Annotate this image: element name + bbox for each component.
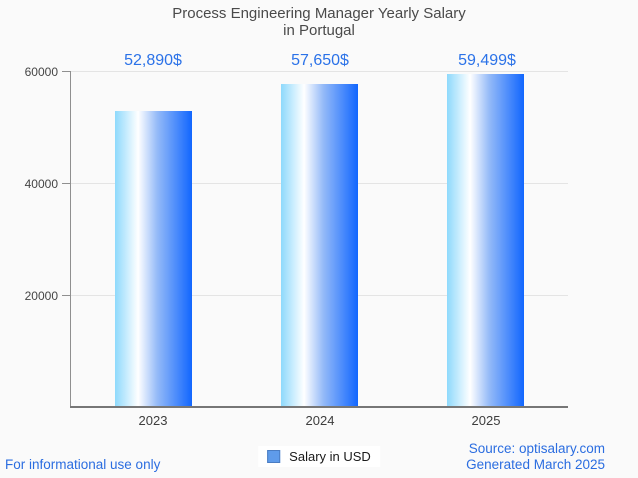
value-label-2023: 52,890$	[124, 52, 182, 69]
bar-2024[interactable]	[281, 84, 358, 407]
disclaimer-text: For informational use only	[5, 457, 161, 472]
xtick-label-2023: 2023	[138, 413, 168, 428]
chart-title: Process Engineering Manager Yearly Salar…	[0, 5, 638, 39]
value-label-2024: 57,650$	[291, 52, 349, 69]
ytick-label-40000: 40000	[24, 177, 58, 191]
legend-swatch-icon	[267, 450, 281, 463]
ytick-mark-40000	[62, 183, 70, 184]
value-label-2025: 59,499$	[458, 52, 516, 69]
legend-label: Salary in USD	[289, 449, 371, 464]
source-link[interactable]: Source: optisalary.com	[468, 441, 605, 456]
ytick-mark-20000	[62, 295, 70, 296]
xtick-label-2024: 2024	[305, 413, 335, 428]
y-axis-line	[70, 71, 71, 407]
ytick-label-60000: 60000	[24, 65, 58, 79]
chart-title-line1: Process Engineering Manager Yearly Salar…	[172, 5, 466, 22]
generated-date: Generated March 2025	[466, 457, 605, 472]
ytick-label-20000: 20000	[24, 289, 58, 303]
source-block: Source: optisalary.com Generated March 2…	[466, 441, 605, 473]
legend: Salary in USD	[258, 446, 380, 467]
chart-title-line2: in Portugal	[283, 22, 355, 39]
bar-2023[interactable]	[115, 111, 192, 407]
ytick-mark-60000	[62, 71, 70, 72]
bar-2025[interactable]	[447, 74, 524, 407]
x-axis-line	[70, 406, 568, 408]
xtick-label-2025: 2025	[471, 413, 501, 428]
gridline-60000	[70, 71, 568, 72]
